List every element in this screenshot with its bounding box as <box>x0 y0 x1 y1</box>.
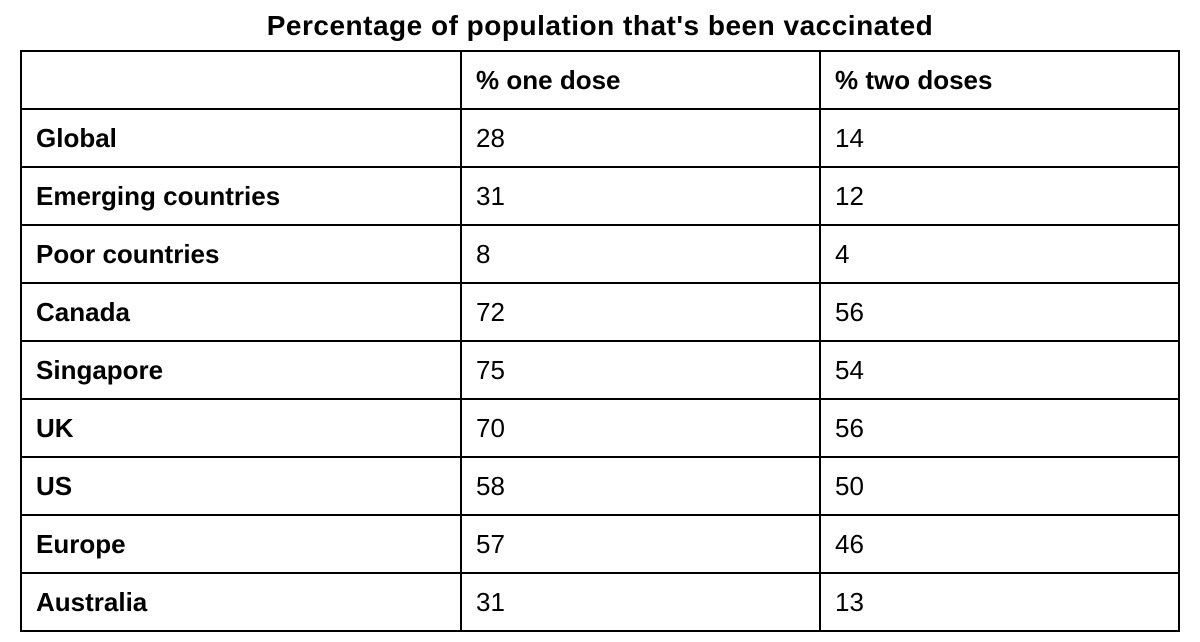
one-dose-cell: 31 <box>461 573 820 631</box>
row-label: Emerging countries <box>21 167 461 225</box>
row-label: Europe <box>21 515 461 573</box>
table-header-empty <box>21 51 461 109</box>
one-dose-cell: 8 <box>461 225 820 283</box>
table-row: US 58 50 <box>21 457 1179 515</box>
row-label: Canada <box>21 283 461 341</box>
table-row: Europe 57 46 <box>21 515 1179 573</box>
table-row: Emerging countries 31 12 <box>21 167 1179 225</box>
two-doses-cell: 54 <box>820 341 1179 399</box>
one-dose-cell: 57 <box>461 515 820 573</box>
table-header-two-doses: % two doses <box>820 51 1179 109</box>
table-header-one-dose: % one dose <box>461 51 820 109</box>
table-header-row: % one dose % two doses <box>21 51 1179 109</box>
one-dose-cell: 31 <box>461 167 820 225</box>
table-body: Global 28 14 Emerging countries 31 12 Po… <box>21 109 1179 631</box>
table-row: Poor countries 8 4 <box>21 225 1179 283</box>
table-row: Australia 31 13 <box>21 573 1179 631</box>
table-row: UK 70 56 <box>21 399 1179 457</box>
two-doses-cell: 56 <box>820 399 1179 457</box>
one-dose-cell: 58 <box>461 457 820 515</box>
table-row: Singapore 75 54 <box>21 341 1179 399</box>
row-label: UK <box>21 399 461 457</box>
row-label: US <box>21 457 461 515</box>
vaccination-table: % one dose % two doses Global 28 14 Emer… <box>20 50 1180 632</box>
one-dose-cell: 72 <box>461 283 820 341</box>
row-label: Singapore <box>21 341 461 399</box>
row-label: Poor countries <box>21 225 461 283</box>
one-dose-cell: 70 <box>461 399 820 457</box>
two-doses-cell: 13 <box>820 573 1179 631</box>
row-label: Australia <box>21 573 461 631</box>
two-doses-cell: 14 <box>820 109 1179 167</box>
two-doses-cell: 56 <box>820 283 1179 341</box>
two-doses-cell: 46 <box>820 515 1179 573</box>
table-row: Canada 72 56 <box>21 283 1179 341</box>
table-title: Percentage of population that's been vac… <box>20 10 1180 42</box>
one-dose-cell: 75 <box>461 341 820 399</box>
one-dose-cell: 28 <box>461 109 820 167</box>
row-label: Global <box>21 109 461 167</box>
two-doses-cell: 12 <box>820 167 1179 225</box>
two-doses-cell: 4 <box>820 225 1179 283</box>
two-doses-cell: 50 <box>820 457 1179 515</box>
table-row: Global 28 14 <box>21 109 1179 167</box>
